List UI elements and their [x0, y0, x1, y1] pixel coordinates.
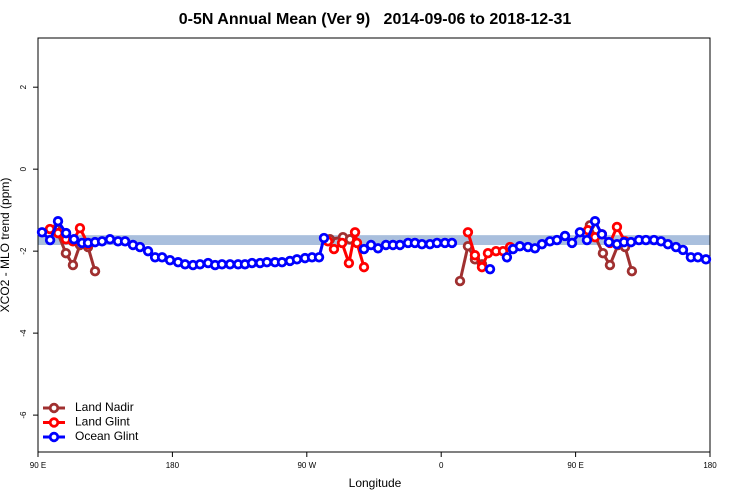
data-point — [246, 257, 258, 269]
data-point — [358, 261, 370, 273]
data-point — [626, 266, 638, 277]
data-point — [566, 237, 578, 249]
data-point — [372, 243, 384, 254]
data-point — [60, 227, 72, 239]
chart-title: 0-5N Annual Mean (Ver 9) 2014-09-06 to 2… — [179, 11, 572, 28]
legend-marker — [48, 417, 60, 428]
data-point — [501, 252, 513, 263]
data-point — [67, 259, 79, 271]
data-point — [351, 237, 363, 249]
data-point — [89, 266, 101, 277]
data-point — [640, 234, 652, 246]
data-point — [60, 247, 72, 259]
data-point — [677, 244, 689, 256]
data-point — [328, 243, 340, 255]
y-tick-label: 0 — [19, 166, 28, 171]
data-point — [156, 252, 168, 263]
data-point — [36, 227, 48, 238]
data-point — [574, 227, 586, 238]
data-point — [604, 259, 616, 271]
data-point — [529, 243, 541, 254]
data-point — [476, 261, 488, 273]
data-point — [514, 241, 526, 252]
legend-marker — [48, 431, 60, 443]
data-point — [692, 252, 704, 263]
legend-label: Land Glint — [75, 415, 130, 429]
data-point — [134, 241, 146, 253]
data-point — [276, 257, 288, 268]
data-point — [625, 236, 637, 248]
data-point — [119, 236, 131, 247]
data-point — [431, 237, 443, 249]
data-point — [611, 221, 623, 233]
legend-marker — [48, 402, 60, 414]
data-point — [224, 259, 236, 270]
data-point — [313, 252, 325, 263]
x-tick-label: 90 E — [567, 461, 583, 470]
data-point — [589, 216, 601, 227]
data-point — [551, 234, 563, 246]
x-axis-label: Longitude — [349, 476, 402, 490]
data-point — [603, 236, 615, 248]
data-point — [74, 222, 86, 234]
data-point — [358, 243, 370, 255]
data-point — [536, 238, 548, 250]
data-point — [142, 245, 154, 257]
data-point — [349, 227, 361, 238]
data-point — [194, 259, 206, 270]
data-point — [291, 254, 303, 265]
data-point — [416, 238, 428, 250]
data-point — [96, 236, 108, 247]
data-point — [469, 250, 481, 261]
data-point — [164, 254, 176, 266]
y-tick-label: -2 — [19, 247, 28, 255]
data-point — [44, 234, 56, 246]
data-point — [216, 259, 228, 270]
data-point — [454, 275, 466, 287]
data-point — [559, 230, 571, 242]
data-point — [484, 263, 496, 275]
data-point — [343, 257, 355, 269]
data-point — [662, 238, 674, 250]
data-point — [179, 259, 191, 270]
y-tick-label: -6 — [19, 411, 28, 419]
data-point — [104, 234, 116, 245]
data-point — [68, 234, 80, 245]
data-point — [596, 229, 608, 240]
data-point — [318, 232, 330, 244]
data-point — [52, 216, 64, 227]
x-tick-label: 90 E — [30, 461, 46, 470]
x-tick-label: 180 — [703, 461, 717, 470]
data-point — [394, 239, 406, 251]
data-point — [482, 247, 494, 259]
x-tick-label: 180 — [166, 461, 180, 470]
data-point — [336, 237, 348, 249]
data-point — [597, 247, 609, 259]
x-tick-label: 0 — [439, 461, 444, 470]
reference-band — [38, 235, 710, 245]
data-point — [700, 254, 712, 265]
data-point — [446, 237, 458, 249]
y-tick-label: -4 — [19, 329, 28, 337]
y-axis-label: XCO2 - MLO trend (ppm) — [0, 178, 12, 313]
legend-label: Ocean Glint — [75, 429, 139, 443]
data-point — [261, 257, 273, 268]
data-point — [581, 234, 593, 246]
y-tick-label: 2 — [19, 84, 28, 89]
plot-frame — [37, 37, 711, 453]
x-tick-label: 90 W — [297, 461, 316, 470]
data-point — [462, 227, 474, 238]
legend-label: Land Nadir — [75, 400, 134, 414]
